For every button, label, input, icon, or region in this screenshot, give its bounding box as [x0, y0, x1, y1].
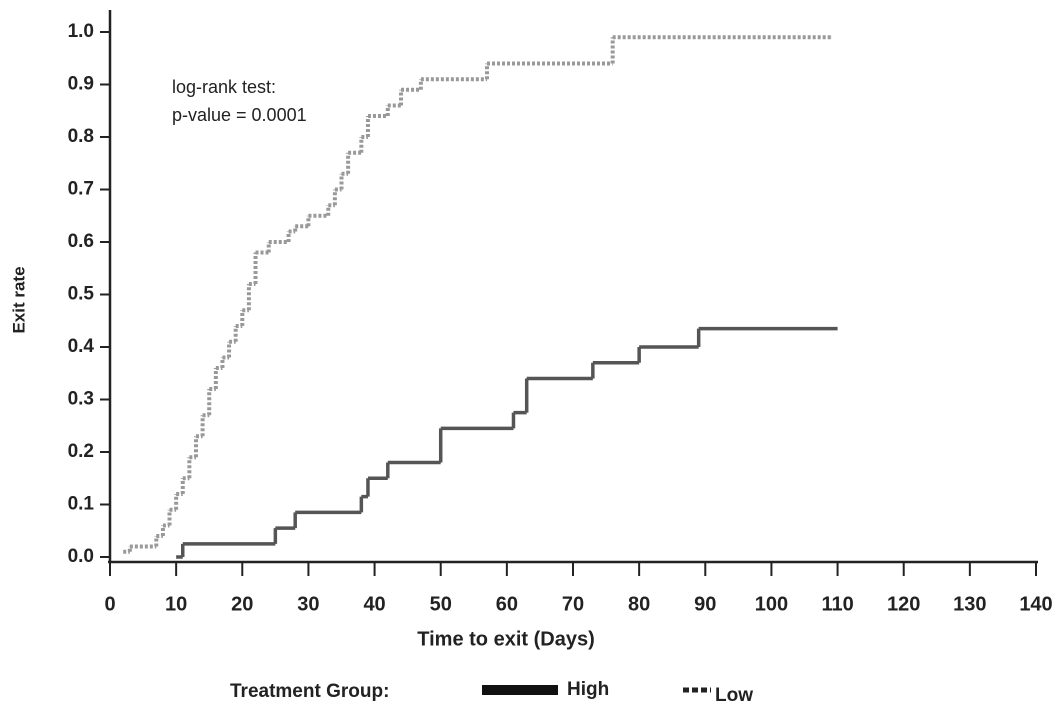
- y-tick-label: 1.0: [68, 21, 94, 42]
- y-tick-label: 0.2: [68, 441, 94, 462]
- x-tick-label: 100: [755, 593, 788, 615]
- x-tick-label: 120: [887, 593, 920, 615]
- y-tick-label: 0.7: [68, 179, 94, 200]
- x-tick-label: 80: [628, 593, 650, 615]
- x-tick-label: 30: [297, 593, 319, 615]
- annotation: p-value = 0.0001: [172, 105, 307, 125]
- x-tick-label: 10: [165, 593, 187, 615]
- x-tick-label: 50: [430, 593, 452, 615]
- y-tick-label: 0.8: [68, 126, 94, 147]
- y-tick-label: 0.6: [68, 231, 94, 252]
- y-tick-label: 0.0: [68, 546, 94, 567]
- annotation: log-rank test:: [172, 77, 276, 97]
- x-tick-label: 20: [231, 593, 253, 615]
- legend-title: Treatment Group:: [230, 681, 389, 702]
- x-tick-label: 70: [562, 593, 584, 615]
- legend-label: Low: [715, 685, 753, 706]
- y-axis-label: Exit rate: [9, 266, 28, 333]
- x-tick-label: 60: [496, 593, 518, 615]
- x-axis-label: Time to exit (Days): [417, 628, 594, 650]
- x-tick-label: 130: [953, 593, 986, 615]
- x-tick-label: 140: [1019, 593, 1052, 615]
- y-tick-label: 0.3: [68, 389, 94, 410]
- y-tick-label: 0.4: [68, 336, 95, 357]
- y-tick-label: 0.1: [68, 494, 95, 515]
- x-tick-label: 0: [104, 593, 115, 615]
- x-tick-label: 90: [694, 593, 716, 615]
- legend-label: High: [567, 679, 609, 700]
- y-tick-label: 0.9: [68, 74, 94, 95]
- x-tick-label: 40: [363, 593, 385, 615]
- y-tick-label: 0.5: [68, 284, 95, 305]
- x-tick-label: 110: [821, 593, 853, 615]
